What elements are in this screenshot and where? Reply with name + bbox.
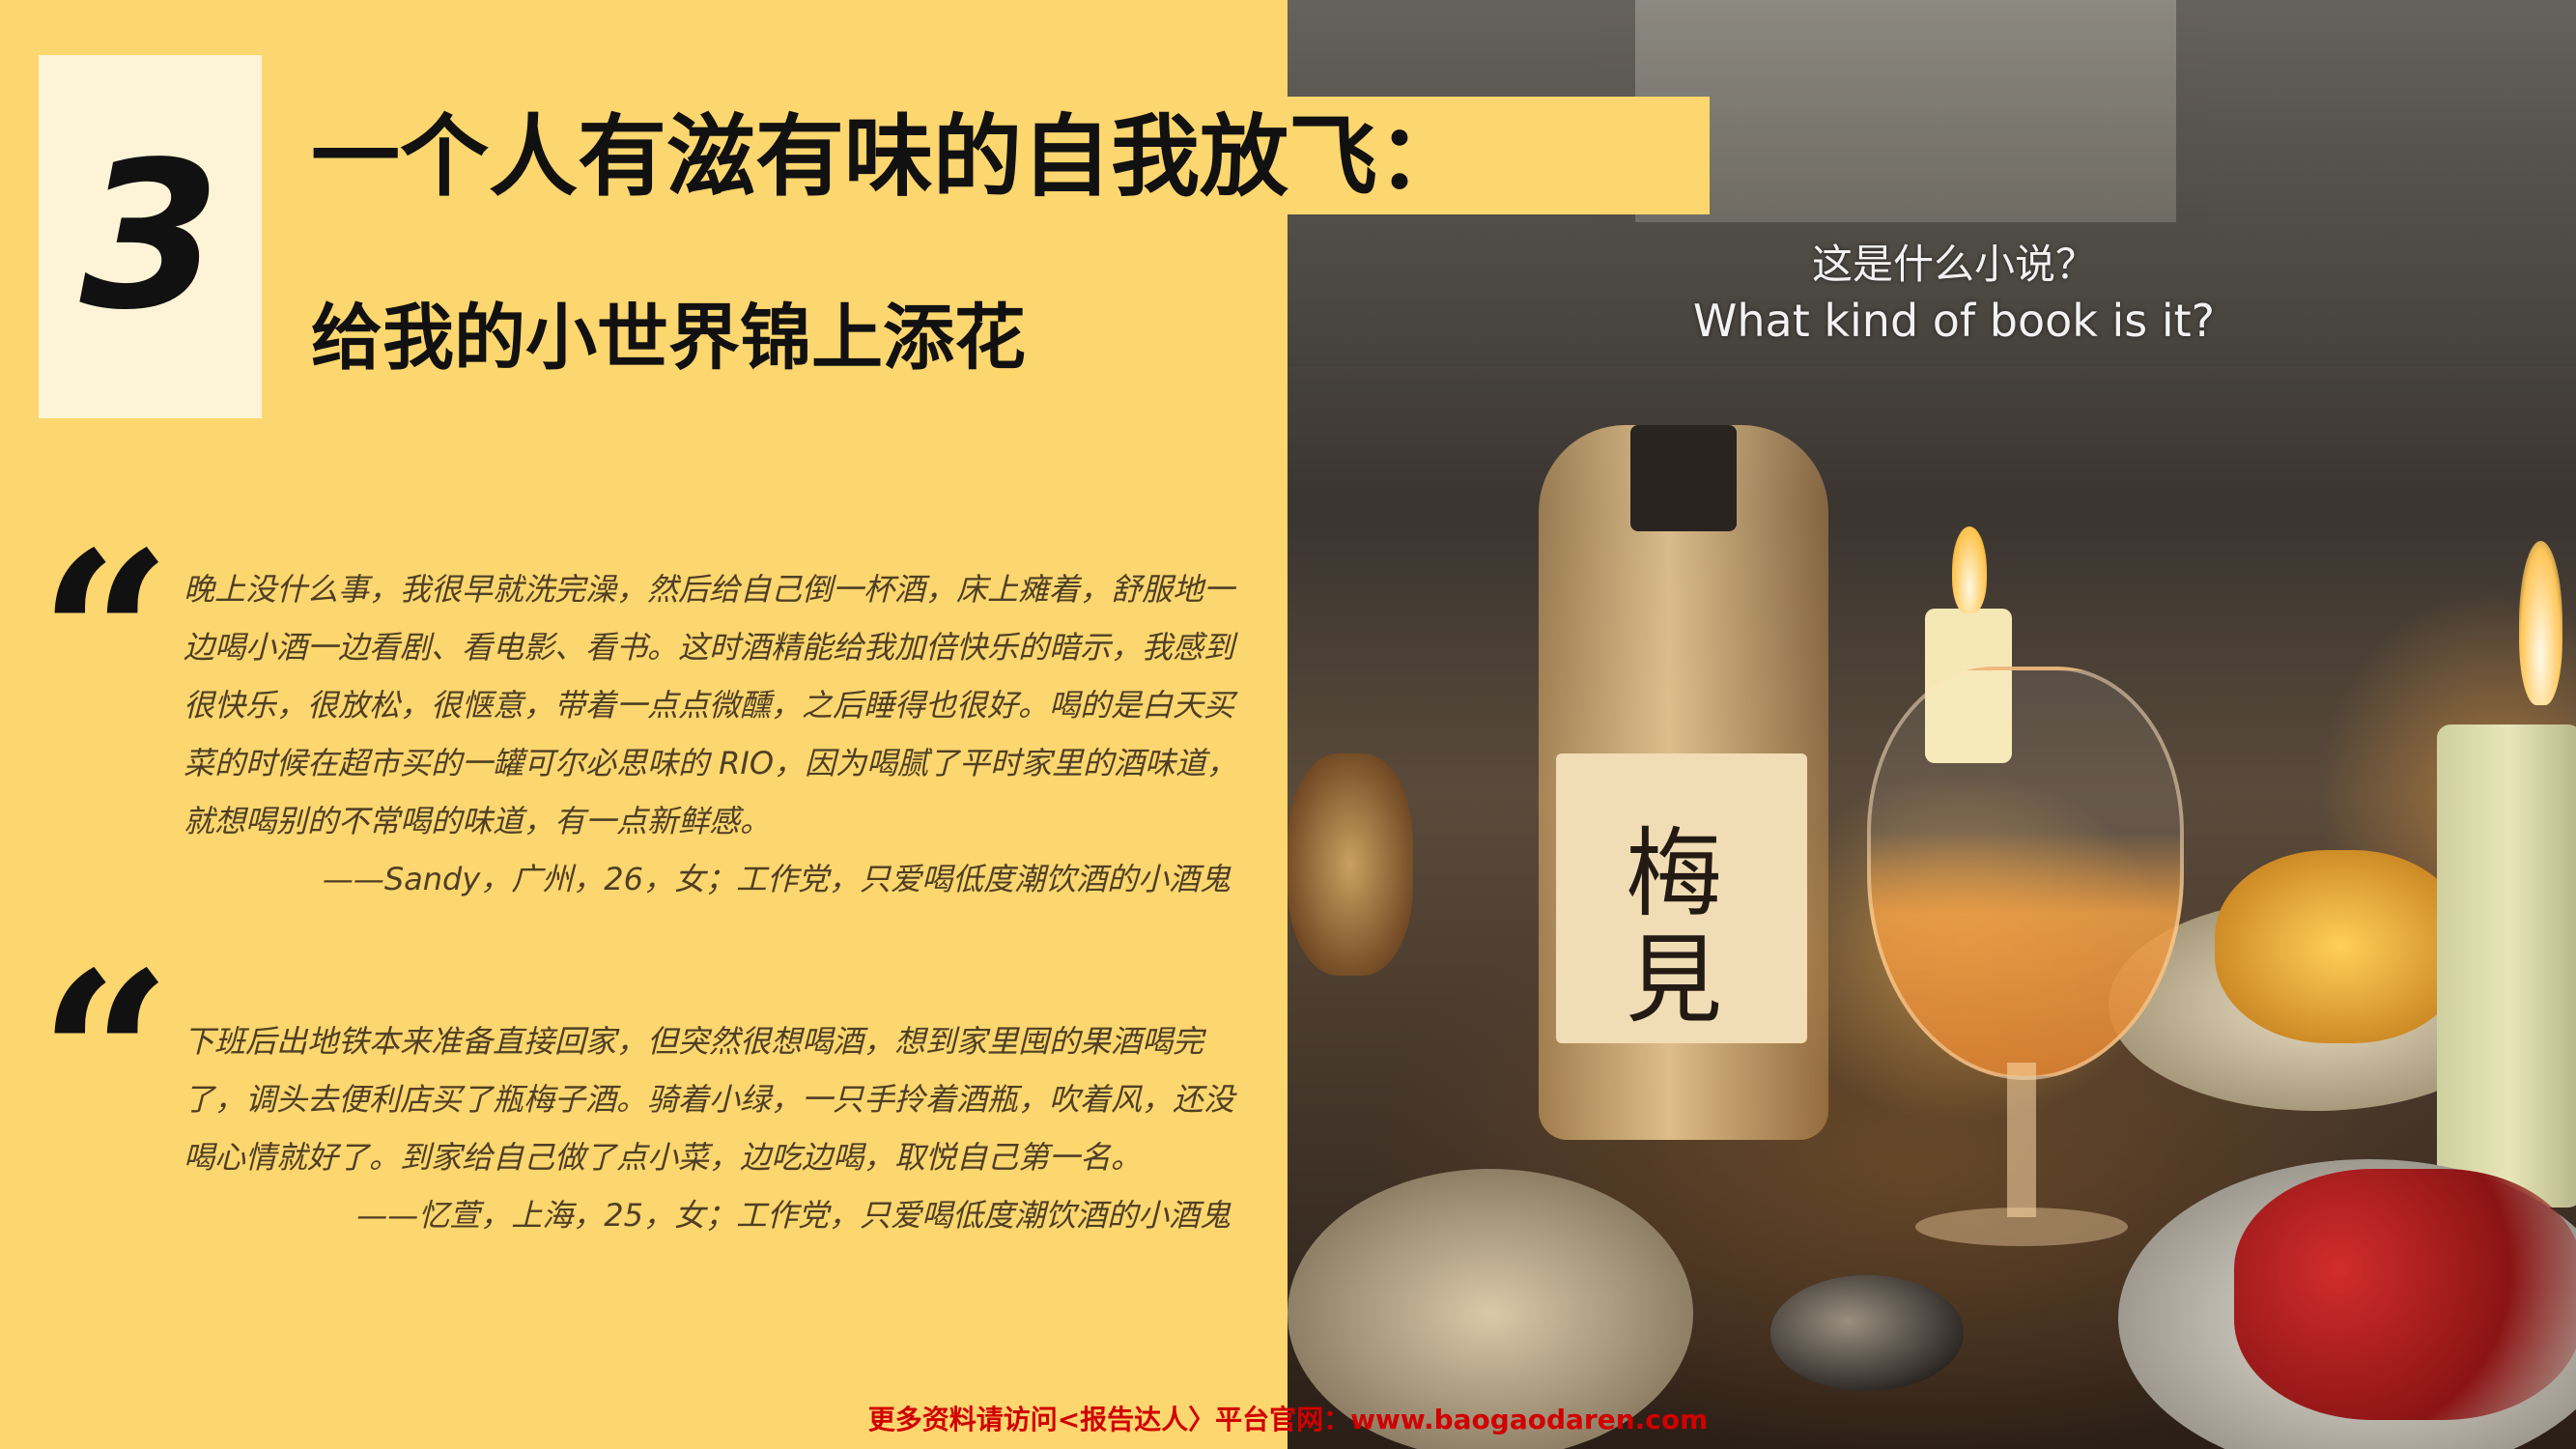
bottle-label-brand: 梅見	[1626, 817, 1722, 1037]
candle-flame-small	[1952, 526, 1987, 613]
section-number-badge: 3	[39, 55, 262, 418]
footer-website-link[interactable]: 更多资料请访问<报告达人〉平台官网：www.baogaodaren.com	[867, 1404, 1709, 1435]
candle-large	[2437, 724, 2576, 1208]
wine-glass	[1867, 667, 2184, 1080]
quote-mark-1: “	[39, 501, 173, 774]
bottle-label	[1556, 753, 1807, 1043]
bottle-cap	[1630, 425, 1737, 531]
quote-text-1: 晚上没什么事，我很早就洗完澡，然后给自己倒一杯酒，床上瘫着，舒服地一边喝小酒一边…	[184, 571, 1238, 839]
candle-flame-large	[2519, 541, 2562, 705]
screen-window	[1635, 0, 2176, 222]
page-subtitle: 给我的小世界锦上添花	[311, 297, 1026, 380]
cake	[2215, 850, 2466, 1043]
quote-text-2: 下班后出地铁本来准备直接回家，但突然很想喝酒，想到家里囤的果酒喝完了，调头去便利…	[184, 1023, 1235, 1176]
dinner-photo: 这是什么小说？ What kind of book is it? 梅見	[1288, 0, 2576, 1449]
section-number: 3	[79, 118, 221, 355]
wine-glass-base	[1915, 1208, 2128, 1246]
spoon	[1770, 1275, 1964, 1391]
wine-glass-stem	[2007, 1063, 2036, 1217]
quote-attribution-2: ——忆萱，上海，25，女；工作党，只爱喝低度潮饮酒的小酒鬼	[356, 1197, 1231, 1234]
movie-subtitle-cn: 这是什么小说？	[1811, 241, 2096, 288]
quote-attribution-1: ——Sandy，广州，26，女；工作党，只爱喝低度潮饮酒的小酒鬼	[322, 861, 1231, 897]
movie-subtitle-en: What kind of book is it?	[1692, 295, 2216, 347]
strawberries	[2234, 1169, 2576, 1420]
pasta-plate	[1288, 1169, 1693, 1449]
quote-mark-2: “	[39, 922, 173, 1194]
page-title: 一个人有滋有味的自我放飞：	[311, 105, 1467, 209]
burger	[1288, 753, 1413, 976]
title-background	[290, 97, 1710, 214]
